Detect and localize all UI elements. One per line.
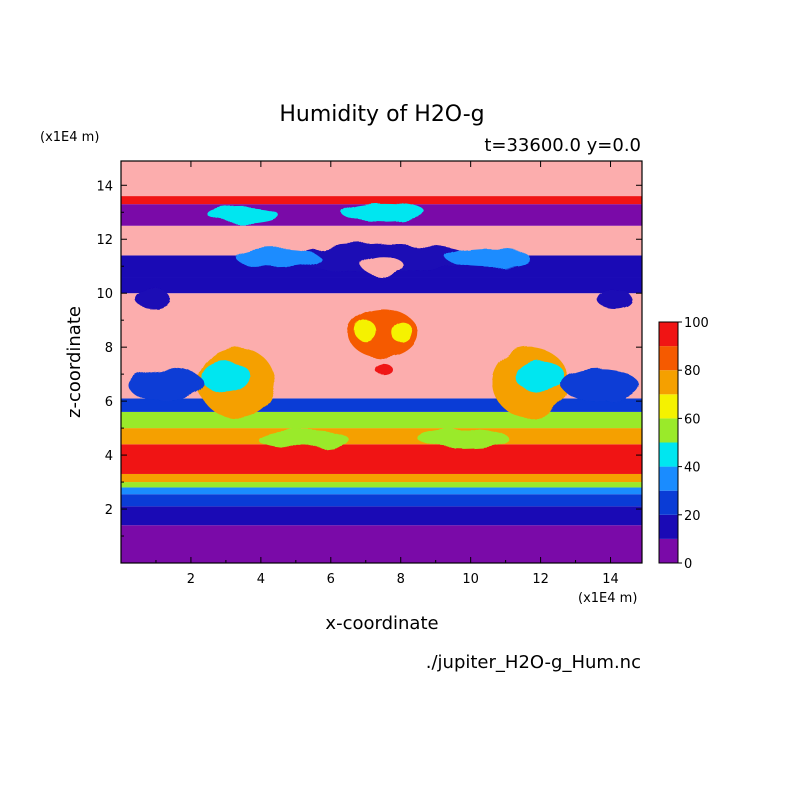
contour-band-3 — [121, 487, 642, 495]
colorbar-label: 0 — [684, 557, 692, 572]
colorbar-swatch — [659, 346, 678, 371]
contour-blob-2 — [201, 360, 251, 394]
contour-band-4 — [121, 482, 642, 488]
contour-band-15 — [121, 196, 642, 205]
y-tick-label: 8 — [105, 341, 113, 356]
y-axis-ticks: 2 4 6 8 10 12 14 — [96, 179, 642, 537]
colorbar-swatch — [659, 538, 678, 563]
contour-blob-4 — [127, 368, 205, 402]
colorbar: 0 20 40 60 80 100 — [658, 316, 709, 572]
contour-blob-11 — [418, 429, 510, 449]
contour-blob-18 — [341, 202, 426, 222]
y-tick-label: 6 — [105, 395, 113, 410]
contour-band-0 — [121, 525, 642, 563]
plot-frame — [120, 160, 643, 564]
y-tick-label: 4 — [105, 449, 113, 464]
contour-band-9 — [121, 398, 642, 412]
colorbar-swatch — [659, 442, 678, 467]
contour-blob-19 — [208, 206, 279, 224]
colorbar-label: 40 — [684, 461, 701, 476]
y-tick-label: 14 — [96, 179, 113, 194]
contour-blob-14 — [134, 289, 170, 309]
x-tick-label: 10 — [462, 572, 479, 587]
x-tick-label: 12 — [532, 572, 549, 587]
plot-area — [121, 161, 642, 563]
contour-band-6 — [121, 444, 642, 474]
x-axis-label: x-coordinate — [325, 613, 438, 634]
x-axis-ticks: 2 4 6 8 10 12 14 — [155, 161, 619, 587]
contour-blob-10 — [257, 429, 349, 449]
contour-band-8 — [121, 411, 642, 429]
y-axis-label: z-coordinate — [64, 306, 85, 418]
contour-band-7 — [121, 428, 642, 445]
contour-blob-8 — [390, 320, 412, 342]
contour-blob-9 — [374, 363, 392, 375]
contour-blob-3 — [516, 360, 566, 394]
contour-blob-13 — [362, 256, 405, 276]
y-tick-label: 12 — [96, 233, 113, 248]
contour-blob-5 — [561, 368, 639, 402]
chart-subtitle: t=33600.0 y=0.0 — [484, 135, 641, 156]
colorbar-label: 60 — [684, 412, 701, 427]
chart-title: Humidity of H2O-g — [279, 102, 484, 127]
y-tick-label: 2 — [105, 503, 113, 518]
x-tick-label: 4 — [257, 572, 265, 587]
x-tick-label: 8 — [397, 572, 405, 587]
y-unit-label: (x1E4 m) — [40, 130, 99, 145]
contour-blob-16 — [236, 248, 321, 268]
colorbar-frame — [658, 321, 679, 564]
x-unit-label: (x1E4 m) — [578, 591, 637, 606]
contour-blobs — [127, 202, 639, 449]
colorbar-swatch — [659, 514, 678, 539]
colorbar-swatch — [659, 466, 678, 491]
contour-blob-15 — [596, 289, 632, 309]
contour-band-1 — [121, 506, 642, 526]
x-tick-label: 2 — [187, 572, 195, 587]
colorbar-swatch — [659, 370, 678, 395]
x-tick-label: 6 — [327, 572, 335, 587]
x-tick-label: 14 — [602, 572, 619, 587]
colorbar-swatch — [659, 418, 678, 443]
contour-blob-7 — [355, 320, 377, 342]
colorbar-swatch — [659, 322, 678, 347]
contour-band-5 — [121, 473, 642, 483]
contour-band-16 — [121, 161, 642, 197]
contour-band-2 — [121, 494, 642, 507]
colorbar-label: 100 — [684, 316, 709, 331]
contour-blob-17 — [446, 248, 531, 268]
colorbar-swatch — [659, 394, 678, 419]
colorbar-label: 80 — [684, 364, 701, 379]
source-file-label: ./jupiter_H2O-g_Hum.nc — [426, 652, 641, 673]
y-tick-label: 10 — [96, 287, 113, 302]
colorbar-swatch — [659, 490, 678, 515]
colorbar-label: 20 — [684, 509, 701, 524]
contour-band-11 — [121, 277, 642, 294]
